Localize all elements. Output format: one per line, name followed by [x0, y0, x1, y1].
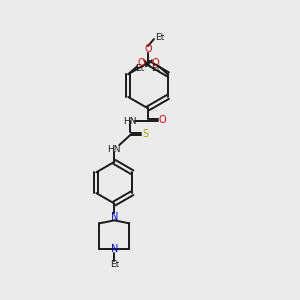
Text: Et: Et	[152, 64, 161, 73]
Text: Et: Et	[110, 260, 119, 269]
Text: S: S	[142, 129, 148, 139]
Text: HN: HN	[108, 145, 121, 154]
Text: N: N	[111, 212, 118, 222]
Text: O: O	[144, 44, 152, 54]
Text: Et: Et	[155, 33, 164, 42]
Text: O: O	[137, 58, 145, 68]
Text: Et: Et	[135, 64, 145, 73]
Text: O: O	[151, 58, 159, 68]
Text: N: N	[111, 244, 118, 254]
Text: HN: HN	[123, 117, 137, 126]
Text: O: O	[158, 115, 166, 125]
